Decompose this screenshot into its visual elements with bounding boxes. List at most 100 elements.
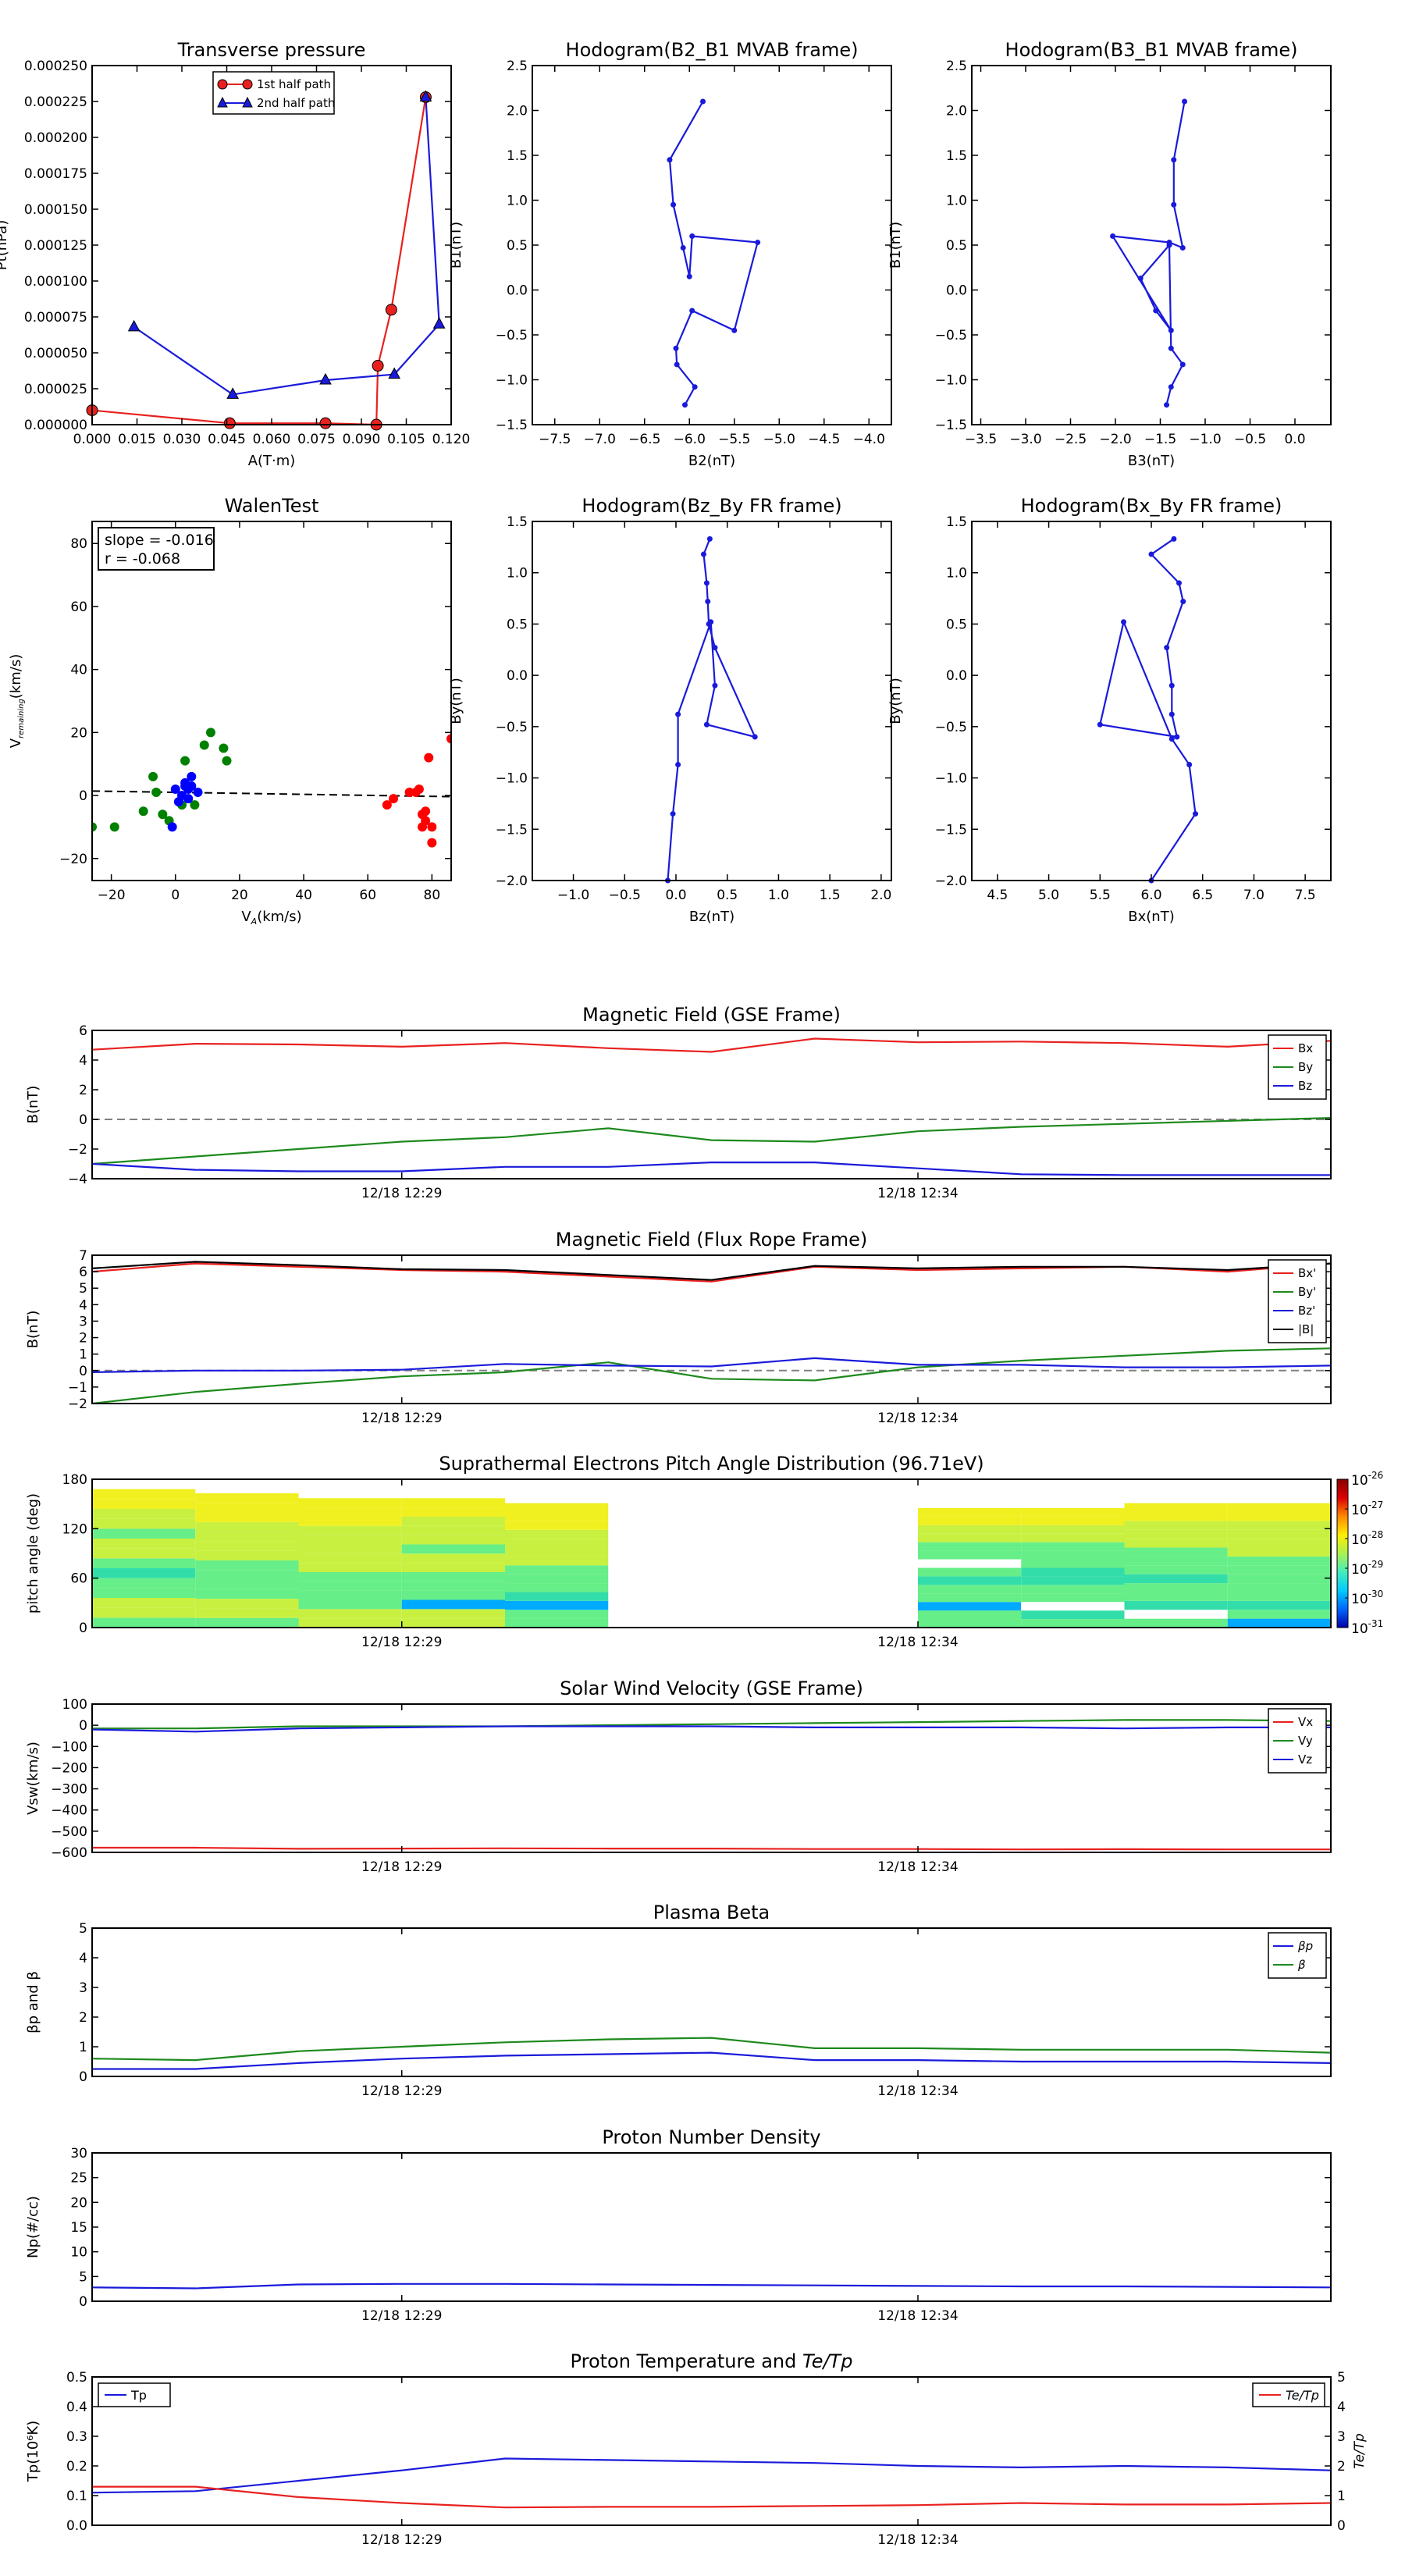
series-point [752,734,758,740]
plot-area [668,101,759,406]
series-point [1179,244,1186,251]
y-tick-label: −600 [51,1845,87,1861]
plot-area [92,1261,1331,1404]
colorbar-tick-label: 10-26 [1351,1470,1383,1489]
scatter-point [151,788,162,798]
y-tick-label: 0.000000 [24,418,87,433]
heatmap-cell [401,1563,505,1572]
colorbar-tick-exponent: -29 [1368,1559,1384,1570]
x-tick-label: 2.0 [870,888,891,903]
legend-label: β [1297,1958,1306,1972]
series-point [1164,645,1170,651]
y2-tick-label: 0 [1337,2518,1346,2534]
series-line [92,2051,1331,2070]
heatmap-cell [1227,1556,1331,1566]
heatmap-cell [1124,1574,1228,1584]
y-tick-label: −2.0 [496,873,528,889]
y-tick-label: 1 [79,1347,87,1363]
x-tick-label: −6.0 [674,432,706,447]
y-tick-label: −1.0 [496,373,528,389]
heatmap-cell [92,1499,196,1509]
y-tick-label: −1 [68,1380,87,1396]
series-point [755,240,761,246]
x-tick-label: 80 [424,888,441,903]
y-tick-label: −1.5 [935,822,967,838]
series-point [1148,551,1154,557]
series-point [703,721,710,728]
heatmap-cell [918,1516,1022,1525]
y-tick-label: 60 [70,600,87,615]
legend [1268,1932,1327,1979]
heatmap-cell [92,1528,196,1539]
heatmap-cell [1124,1503,1228,1512]
y-axis-label: By(nT) [887,678,904,724]
x-tick-label: −7.5 [539,432,571,447]
series-line [92,1117,1331,1165]
y-axis-label: Np(#/cc) [25,2196,41,2258]
series-point [1168,384,1174,390]
legend-label: Bz [1298,1079,1312,1093]
chart-title: Solar Wind Velocity (GSE Frame) [560,1678,863,1699]
y-tick-label: −1.0 [935,771,967,787]
heatmap-cell [401,1590,505,1600]
x-tick-label: 5.0 [1038,888,1059,903]
x-tick-label: 0.090 [343,432,381,447]
y-tick-label: 20 [70,725,87,741]
x-tick-label: −7.0 [584,432,616,447]
x-tick-label: 0.030 [163,432,201,447]
y-tick-label: 120 [62,1521,87,1537]
heatmap-cell [298,1525,402,1535]
colorbar-tick-label: 10-31 [1351,1618,1383,1637]
heatmap-cell [1124,1610,1228,1619]
x-axis-label: B3(nT) [1128,453,1175,469]
series-point [712,682,718,688]
plot-frame [971,521,1332,881]
y-tick-label: −500 [51,1824,87,1840]
y-tick-label: −2.0 [935,873,967,889]
x-tick-label: 0.015 [118,432,156,447]
series-point [1110,233,1116,239]
y-tick-label: 1.5 [507,148,528,164]
series-line [92,1161,1331,1176]
y-tick-label: 20 [70,2195,87,2211]
heatmap-cell [298,1609,402,1619]
y-tick-label: 0.5 [946,238,967,254]
scatter-point [138,806,148,817]
heatmap-cell [1021,1602,1125,1611]
y-tick-label: 0 [79,788,87,804]
series-point [319,372,332,385]
y-axis-label: pitch angle (deg) [25,1493,41,1614]
chart-title: Proton Temperature and Te/Tp [571,2350,853,2372]
heatmap-cell [401,1544,505,1554]
heatmap-cell [1021,1619,1125,1628]
colorbar-tick-exponent: -27 [1368,1500,1384,1510]
series-point [1137,276,1144,282]
y-tick-label: 0.000150 [24,202,87,218]
series-point [731,327,738,333]
scatter-point [427,822,437,832]
series-point [1168,345,1174,351]
heatmap-cell [505,1521,609,1530]
series-point [223,417,236,429]
colorbar-tick-exponent: -26 [1368,1470,1384,1481]
x-tick-label: −5.5 [718,432,750,447]
heatmap-cell [92,1509,196,1519]
heatmap-cell [401,1581,505,1591]
y-tick-label: 5 [79,1281,87,1297]
series-line [92,1357,1331,1373]
series-line [92,1261,1331,1281]
heatmap-cell [195,1541,299,1551]
heatmap-cell [401,1609,505,1619]
annotation-text: slope = -0.016 [105,532,214,549]
legend-label: By' [1298,1285,1316,1299]
heatmap-cell [918,1507,1022,1517]
plot-area [1098,538,1197,881]
series-point [372,360,384,372]
plot-area [1111,101,1186,405]
scatter-point [109,822,119,832]
series-point [388,367,401,379]
heatmap-cell [505,1539,609,1548]
series-point [419,90,432,101]
x-tick-label: 1.5 [820,888,841,903]
y-tick-label: 2 [79,1331,87,1347]
